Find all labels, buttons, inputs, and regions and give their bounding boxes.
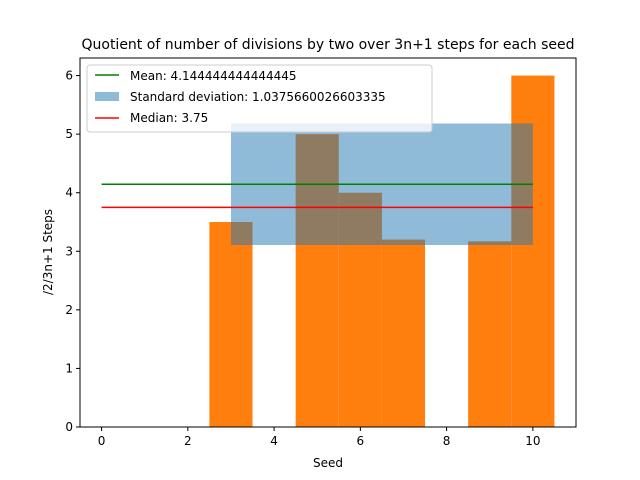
y-tick-label: 4 [65,186,73,200]
x-tick-label: 6 [357,434,365,448]
y-ticks: 0 1 2 3 4 5 6 [65,69,80,434]
x-tick-label: 2 [184,434,192,448]
y-tick-label: 1 [65,361,73,375]
x-axis-label: Seed [313,456,343,470]
x-tick-label: 8 [443,434,451,448]
legend-box [86,64,433,133]
bar-seed-7 [381,239,426,427]
y-axis-label: /2/3n+1 Steps [41,209,55,295]
legend-median-label: Median: 3.75 [130,111,208,125]
y-tick-label: 5 [65,127,73,141]
chart-title: Quotient of number of divisions by two o… [81,37,574,53]
legend: Mean: 4.144444444444445 Standard deviati… [86,64,433,133]
legend-std-label: Standard deviation: 1.0375660026603335 [130,90,386,104]
axes-frame [79,57,577,428]
legend-std-swatch [95,92,119,101]
bar-seed-9 [468,241,512,427]
y-tick-label: 2 [65,303,73,317]
legend-mean-label: Mean: 4.144444444444445 [130,69,297,83]
y-tick-label: 3 [65,244,73,258]
plot-area [101,75,555,428]
x-ticks: 0 2 4 6 8 10 [98,427,541,448]
x-tick-label: 0 [98,434,106,448]
bar-seed-3 [209,222,253,427]
x-tick-label: 4 [270,434,278,448]
x-tick-label: 10 [525,434,540,448]
y-tick-label: 6 [65,69,73,83]
stat-lines-group [101,183,533,209]
y-tick-label: 0 [65,420,73,434]
